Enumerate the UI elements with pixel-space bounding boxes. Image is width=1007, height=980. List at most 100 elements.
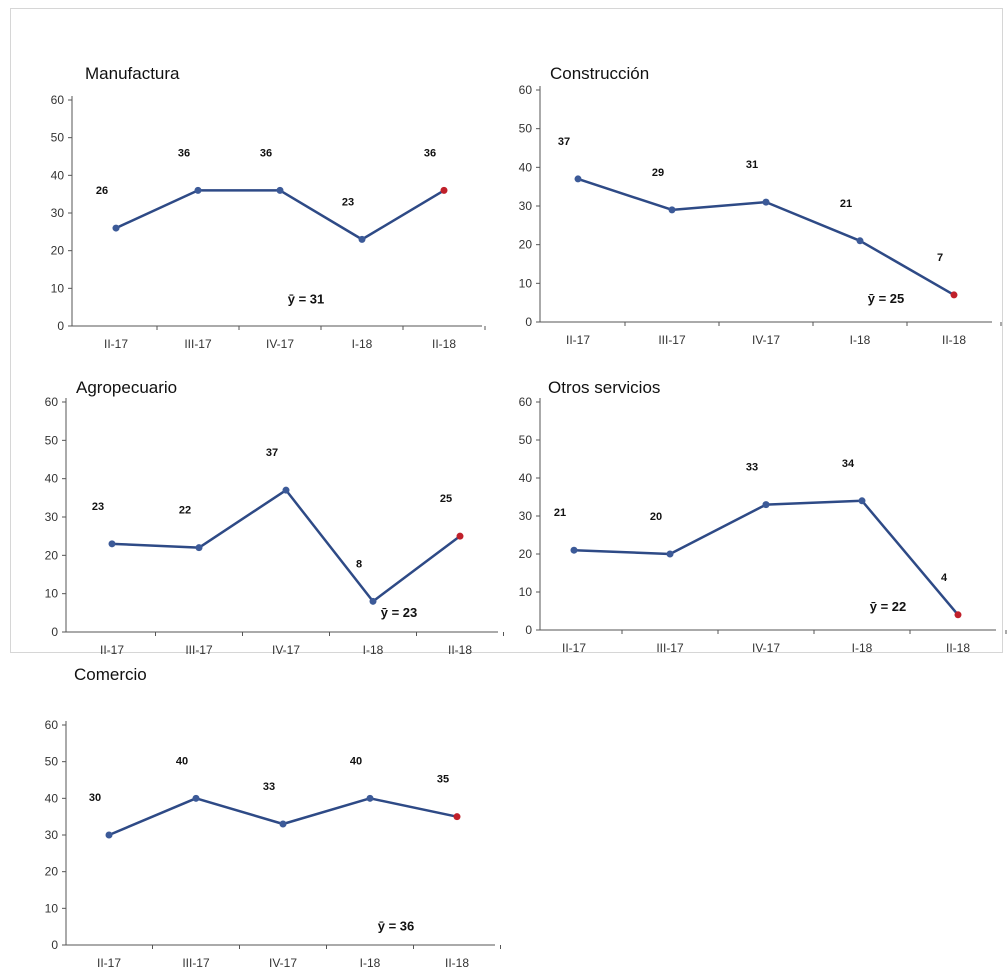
series-line xyxy=(573,499,959,616)
series-line xyxy=(577,177,955,297)
chart-plot: 0 10 20 30 40 50 60 II-17 III-17 IV-17 I-18 II-18 21… xyxy=(519,395,1007,655)
x-tick-label: II-18 xyxy=(445,956,469,970)
x-tick-label: IV-17 xyxy=(752,641,780,655)
y-tick-label: 40 xyxy=(519,160,533,174)
y-tick-label: 30 xyxy=(51,206,65,220)
data-label: 23 xyxy=(342,196,354,208)
charts-frame xyxy=(10,8,1003,653)
y-tick-label: 20 xyxy=(519,547,533,561)
x-tick-label: II-18 xyxy=(432,337,456,351)
x-tick-label: III-17 xyxy=(184,337,212,351)
chart-title: Manufactura xyxy=(85,64,180,83)
data-label: 33 xyxy=(263,781,275,793)
average-annotation: ȳ = 23 xyxy=(381,605,418,620)
data-point xyxy=(192,794,200,802)
data-label: 35 xyxy=(437,774,449,786)
data-point xyxy=(668,206,676,214)
data-label: 37 xyxy=(558,136,570,148)
y-tick-label: 20 xyxy=(51,244,65,258)
y-tick-label: 30 xyxy=(45,828,59,842)
y-tick-label: 60 xyxy=(45,395,59,409)
data-point xyxy=(440,186,448,194)
series-line xyxy=(115,189,445,241)
data-label: 33 xyxy=(746,462,758,474)
y-tick-label: 50 xyxy=(519,433,533,447)
y-tick-label: 0 xyxy=(525,623,532,637)
data-label: 7 xyxy=(937,252,943,264)
data-label: 34 xyxy=(842,458,855,470)
data-point xyxy=(856,237,864,245)
y-tick-label: 0 xyxy=(51,625,58,639)
data-point xyxy=(358,235,366,243)
y-tick-label: 20 xyxy=(519,238,533,252)
data-point xyxy=(194,186,202,194)
x-tick-label: II-18 xyxy=(448,643,472,657)
data-point xyxy=(456,532,464,540)
y-tick-label: 40 xyxy=(51,168,65,182)
x-tick-label: I-18 xyxy=(352,337,373,351)
chart-title: Comercio xyxy=(74,665,147,684)
data-label: 30 xyxy=(89,792,101,804)
data-label: 25 xyxy=(440,493,452,505)
data-point xyxy=(950,291,958,299)
y-tick-label: 10 xyxy=(519,585,533,599)
y-tick-label: 50 xyxy=(45,755,59,769)
x-tick-label: II-17 xyxy=(562,641,586,655)
data-point xyxy=(369,597,377,605)
chart-plot: 0 10 20 30 40 50 60 II-17 III-17 IV-17 I-18 II-18 37… xyxy=(519,83,1002,347)
data-point xyxy=(105,831,113,839)
y-tick-label: 60 xyxy=(519,395,533,409)
y-tick-label: 0 xyxy=(57,319,64,333)
data-label: 40 xyxy=(350,755,362,767)
y-tick-label: 50 xyxy=(45,433,59,447)
chart-title: Construcción xyxy=(550,64,650,83)
data-label: 26 xyxy=(96,185,108,197)
y-tick-label: 40 xyxy=(519,471,533,485)
y-tick-label: 50 xyxy=(51,131,65,145)
data-label: 36 xyxy=(260,147,272,159)
data-label: 4 xyxy=(941,572,948,584)
y-tick-label: 60 xyxy=(519,83,533,97)
chart-construccion: Construcción 0 10 20 30 40 50 60 II-17 III-17 IV-… xyxy=(500,58,1002,358)
x-tick-label: I-18 xyxy=(852,641,873,655)
y-tick-label: 0 xyxy=(51,938,58,952)
data-label: 20 xyxy=(650,511,662,523)
y-tick-label: 10 xyxy=(45,901,59,915)
data-label: 29 xyxy=(652,167,664,179)
y-tick-label: 20 xyxy=(45,865,59,879)
data-label: 21 xyxy=(840,198,852,210)
y-tick-label: 30 xyxy=(519,199,533,213)
x-tick-label: II-17 xyxy=(104,337,128,351)
y-tick-label: 30 xyxy=(45,510,59,524)
data-label: 36 xyxy=(424,147,436,159)
data-point xyxy=(112,224,120,232)
x-tick-label: II-17 xyxy=(97,956,121,970)
data-point xyxy=(762,501,770,509)
chart-agropecuario: Agropecuario 0 10 20 30 40 50 60 II-17 III-17 IV-… xyxy=(30,372,504,662)
x-tick-label: IV-17 xyxy=(752,333,780,347)
average-annotation: ȳ = 22 xyxy=(870,599,907,614)
data-point xyxy=(762,198,770,206)
data-label: 40 xyxy=(176,755,188,767)
data-point xyxy=(282,486,290,494)
x-tick-label: III-17 xyxy=(185,643,213,657)
chart-manufactura: Manufactura 0 10 20 30 40 50 60 II-17 III-17 IV-1… xyxy=(40,58,486,358)
data-point xyxy=(279,820,287,828)
x-tick-label: III-17 xyxy=(656,641,684,655)
x-tick-label: I-18 xyxy=(363,643,384,657)
y-tick-label: 10 xyxy=(519,276,533,290)
chart-plot: 0 10 20 30 40 50 60 II-17 III-17 IV-17 I-18 II-18 30… xyxy=(45,718,501,970)
y-tick-label: 0 xyxy=(525,315,532,329)
x-tick-label: III-17 xyxy=(182,956,210,970)
y-tick-label: 60 xyxy=(51,93,65,107)
data-label: 23 xyxy=(92,501,104,513)
y-tick-label: 60 xyxy=(45,718,59,732)
data-point xyxy=(108,540,116,548)
x-tick-label: I-18 xyxy=(850,333,871,347)
data-point xyxy=(858,497,866,505)
data-point xyxy=(570,546,578,554)
chart-plot: 0 10 20 30 40 50 60 II-17 III-17 IV-17 I-18 II-18 26… xyxy=(51,93,486,351)
x-tick-label: II-18 xyxy=(946,641,970,655)
data-point xyxy=(276,186,284,194)
data-label: 37 xyxy=(266,447,278,459)
